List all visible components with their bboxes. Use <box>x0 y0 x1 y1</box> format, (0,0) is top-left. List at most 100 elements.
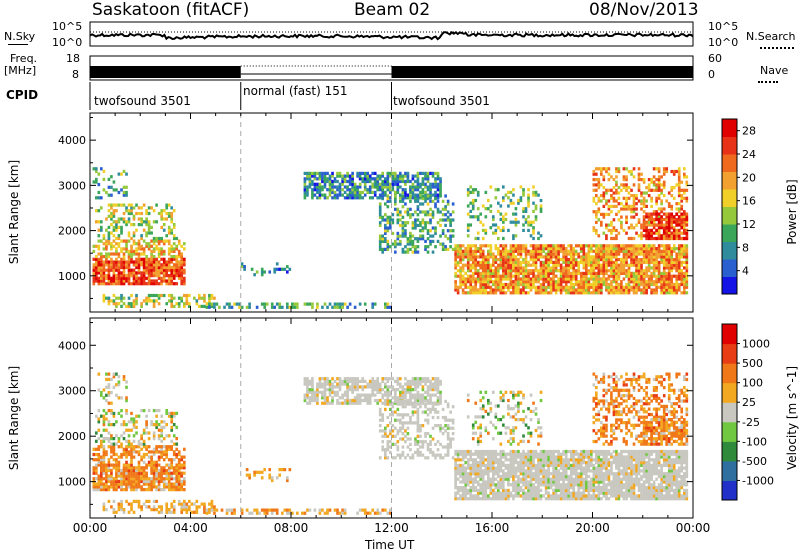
range-cell <box>95 488 98 492</box>
range-cell <box>177 474 181 478</box>
range-cell <box>195 508 199 512</box>
range-cell <box>132 268 136 272</box>
range-cell <box>667 220 671 224</box>
range-cell <box>386 379 390 384</box>
range-cell <box>137 466 141 470</box>
range-cell <box>527 263 530 267</box>
range-cell <box>394 396 397 400</box>
range-cell <box>605 199 608 203</box>
range-cell <box>177 463 181 467</box>
range-cell <box>147 455 151 459</box>
range-cell <box>527 280 530 284</box>
range-cell <box>590 247 593 251</box>
range-cell <box>479 212 483 216</box>
range-cell <box>100 220 103 224</box>
range-cell <box>180 271 184 275</box>
range-cell <box>132 304 136 309</box>
range-cell <box>152 274 156 278</box>
range-cell <box>464 263 468 267</box>
range-cell <box>105 488 108 492</box>
range-cell <box>502 220 505 224</box>
range-cell <box>268 508 272 512</box>
range-cell <box>185 510 189 514</box>
range-cell <box>474 263 478 267</box>
range-cell <box>667 191 671 195</box>
range-cell <box>421 388 425 392</box>
range-cell <box>474 288 478 292</box>
range-cell <box>127 217 131 221</box>
range-cell <box>509 201 513 205</box>
range-cell <box>152 249 156 254</box>
range-cell <box>115 265 118 270</box>
range-cell <box>265 508 269 512</box>
range-cell <box>625 247 628 251</box>
range-cell <box>667 247 671 251</box>
range-cell <box>363 182 367 186</box>
range-cell <box>625 285 628 289</box>
range-cell <box>466 247 470 251</box>
range-cell <box>145 414 148 418</box>
range-cell <box>404 193 407 197</box>
range-cell <box>592 244 596 248</box>
range-cell <box>180 276 184 280</box>
range-cell <box>429 185 432 189</box>
range-cell <box>183 508 186 512</box>
range-cell <box>662 167 666 171</box>
range-cell <box>198 293 201 298</box>
range-cell <box>419 237 422 241</box>
range-cell <box>431 215 435 219</box>
range-cell <box>198 505 201 509</box>
range-cell <box>484 228 488 233</box>
range-cell <box>358 393 362 397</box>
range-cell <box>652 210 656 214</box>
range-cell <box>436 171 440 176</box>
range-cell <box>175 274 179 278</box>
range-cell <box>587 249 591 253</box>
range-cell <box>110 482 113 486</box>
range-cell <box>180 255 184 259</box>
range-cell <box>145 234 148 238</box>
range-cell <box>162 276 166 280</box>
range-cell <box>595 228 598 233</box>
range-cell <box>675 234 679 238</box>
range-cell <box>346 385 349 389</box>
range-cell <box>459 258 462 262</box>
range-cell <box>514 258 518 262</box>
range-cell <box>414 245 417 249</box>
range-cell <box>130 260 133 264</box>
range-cell <box>622 271 626 276</box>
range-cell <box>667 228 671 233</box>
range-cell <box>424 223 427 228</box>
range-cell <box>394 202 397 206</box>
range-cell <box>519 266 523 270</box>
range-cell <box>389 508 392 512</box>
range-cell <box>657 223 661 227</box>
range-cell <box>647 247 651 251</box>
range-cell <box>102 466 106 470</box>
range-cell <box>529 249 533 253</box>
range-cell <box>288 267 292 271</box>
range-cell <box>484 215 488 219</box>
range-cell <box>419 196 422 200</box>
range-cell <box>243 265 246 269</box>
range-cell <box>112 225 116 230</box>
range-cell <box>677 210 681 214</box>
range-cell <box>547 249 550 253</box>
range-cell <box>647 236 651 241</box>
range-cell <box>95 447 98 451</box>
range-cell <box>642 255 646 259</box>
range-cell <box>107 393 111 397</box>
range-cell <box>466 252 470 256</box>
range-cell <box>539 282 543 287</box>
range-cell <box>115 458 118 462</box>
range-cell <box>170 445 174 449</box>
range-cell <box>532 271 535 276</box>
range-cell <box>645 212 648 216</box>
range-cell <box>180 510 184 514</box>
range-cell <box>605 282 608 287</box>
range-cell <box>155 257 158 261</box>
range-cell <box>389 199 392 203</box>
range-cell <box>125 460 128 464</box>
range-cell <box>466 190 470 195</box>
range-cell <box>444 245 447 249</box>
